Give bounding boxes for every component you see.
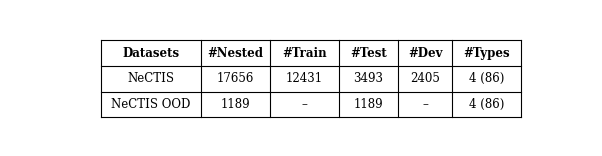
- Text: 3493: 3493: [353, 72, 383, 85]
- Text: #Dev: #Dev: [408, 47, 442, 60]
- Text: #Test: #Test: [350, 47, 387, 60]
- Text: #Train: #Train: [282, 47, 327, 60]
- Text: 4 (86): 4 (86): [469, 98, 504, 111]
- Text: Datasets: Datasets: [122, 47, 179, 60]
- Text: 17656: 17656: [217, 72, 254, 85]
- Text: 12431: 12431: [286, 72, 323, 85]
- Text: #Nested: #Nested: [208, 47, 264, 60]
- Text: 2405: 2405: [410, 72, 440, 85]
- Text: #Types: #Types: [463, 47, 510, 60]
- Text: –: –: [422, 98, 428, 111]
- Text: –: –: [302, 98, 307, 111]
- Text: NeCTIS OOD: NeCTIS OOD: [111, 98, 191, 111]
- Text: 1189: 1189: [220, 98, 250, 111]
- Text: NeCTIS: NeCTIS: [128, 72, 175, 85]
- Text: 4 (86): 4 (86): [469, 72, 504, 85]
- Text: 1189: 1189: [354, 98, 383, 111]
